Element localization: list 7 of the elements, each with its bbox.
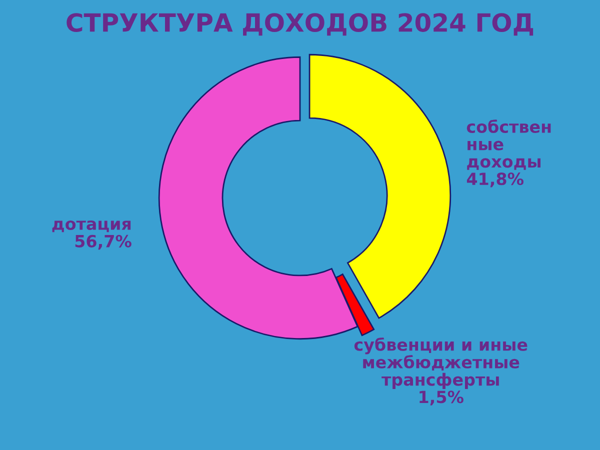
data-label: 41,8% — [466, 172, 524, 188]
slice-label: субвенции и иные межбюджетные трансферты — [354, 337, 528, 390]
slice-label: собствен ные доходы — [466, 120, 551, 170]
data-label: 1,5% — [420, 390, 464, 406]
slice-label: дотация — [52, 220, 131, 232]
data-label: 56,7% — [75, 234, 132, 250]
chart-title: СТРУКТУРА ДОХОДОВ 2024 ГОД — [66, 13, 534, 36]
